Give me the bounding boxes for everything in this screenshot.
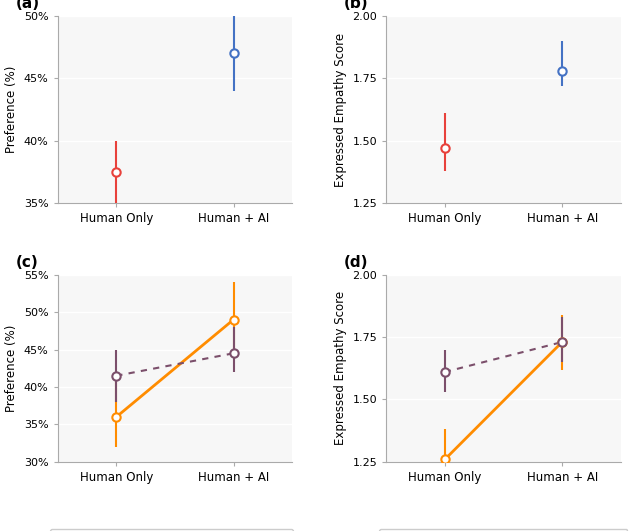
- Y-axis label: Expressed Empathy Score: Expressed Empathy Score: [334, 32, 347, 187]
- Text: (d): (d): [344, 255, 369, 270]
- Text: (a): (a): [15, 0, 40, 12]
- Y-axis label: Preference (%): Preference (%): [5, 66, 19, 153]
- Text: (c): (c): [15, 255, 38, 270]
- Y-axis label: Preference (%): Preference (%): [5, 324, 19, 412]
- Legend: Writing responses was challenging (N=36), Writing responses was not challenging : Writing responses was challenging (N=36)…: [51, 529, 293, 531]
- Legend: Writing responses was challenging (N=91), Writing responses was not challenging : Writing responses was challenging (N=91)…: [379, 529, 627, 531]
- Y-axis label: Expressed Empathy Score: Expressed Empathy Score: [334, 291, 347, 446]
- Text: (b): (b): [344, 0, 369, 12]
